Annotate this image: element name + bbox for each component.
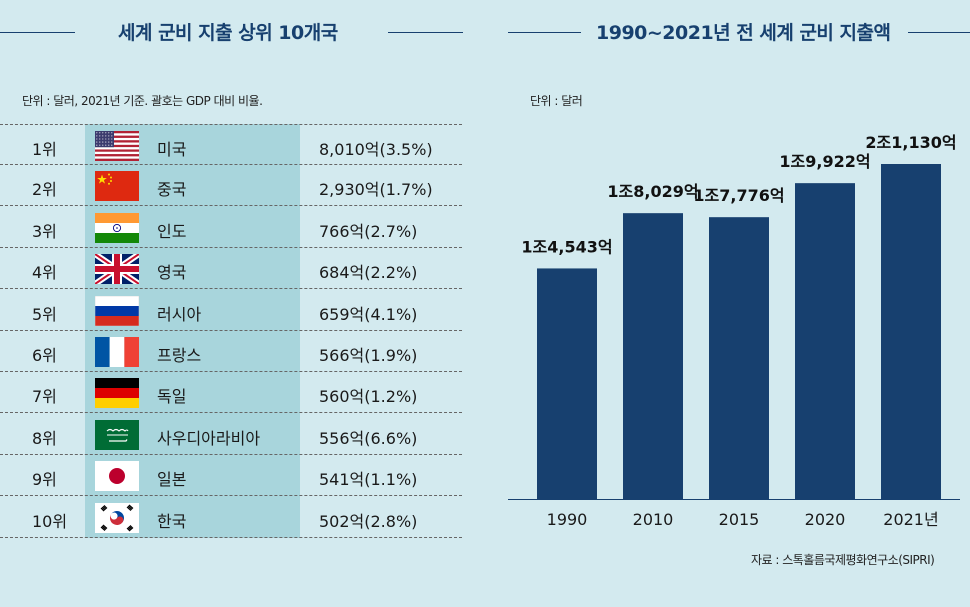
spending-amount: 502억(2.8%) [319, 511, 418, 531]
table-row: 4위 영국 684억(2.2%) [0, 248, 462, 290]
x-tick-label: 2015 [719, 510, 760, 529]
right-panel-title: 1990~2021년 전 세계 군비 지출액 [596, 22, 891, 44]
country-name: 중국 [157, 180, 187, 200]
table-row: 7위 독일 560억(1.2%) [0, 372, 462, 414]
source-note: 자료 : 스톡홀름국제평화연구소(SIPRI) [751, 553, 935, 567]
bar-2010 [623, 213, 683, 499]
table-row: 8위 사우디아라비아 556억(6.6%) [0, 414, 462, 455]
x-tick-label: 2021년 [883, 510, 938, 529]
us-flag-icon [95, 131, 139, 161]
spending-amount: 566억(1.9%) [319, 346, 418, 365]
right-title-rule-left [508, 32, 581, 33]
uk-flag-icon [95, 254, 139, 285]
rank-label: 8위 [32, 428, 57, 448]
data-label: 1조7,776억 [693, 186, 784, 205]
right-title-rule-right [908, 32, 970, 33]
data-label: 2조1,130억 [865, 133, 956, 152]
rank-label: 3위 [32, 221, 57, 241]
korea-flag-icon [95, 502, 139, 533]
china-flag-icon [95, 171, 139, 202]
japan-flag-icon [95, 461, 139, 492]
country-name: 프랑스 [157, 346, 202, 365]
rank-label: 6위 [32, 346, 57, 365]
table-row: 6위 프랑스 566억(1.9%) [0, 331, 462, 372]
country-name: 러시아 [157, 304, 202, 324]
data-label: 1조4,543억 [521, 237, 612, 256]
table-row: 2위 중국 2,930억(1.7%) [0, 165, 462, 207]
country-name: 일본 [157, 470, 187, 490]
russia-flag-icon [95, 295, 139, 326]
rank-label: 2위 [32, 180, 57, 200]
spending-amount: 541억(1.1%) [319, 470, 418, 490]
spending-amount: 556억(6.6%) [319, 428, 418, 448]
left-panel-title: 세계 군비 지출 상위 10개국 [118, 22, 338, 44]
bar-2015 [709, 217, 769, 499]
rank-label: 10위 [32, 511, 68, 531]
rank-label: 7위 [32, 387, 57, 407]
country-name: 인도 [157, 221, 187, 241]
data-label: 1조9,922억 [779, 152, 870, 171]
spending-amount: 659억(4.1%) [319, 304, 418, 324]
data-label: 1조8,029억 [607, 182, 698, 201]
india-flag-icon [95, 212, 139, 243]
x-tick-label: 2020 [805, 510, 846, 529]
rank-label: 9위 [32, 470, 57, 490]
country-name: 독일 [157, 387, 187, 407]
rank-label: 1위 [32, 140, 57, 159]
france-flag-icon [95, 337, 139, 367]
country-name: 미국 [157, 140, 187, 159]
country-name: 사우디아라비아 [157, 428, 261, 448]
left-unit-note: 단위 : 달러, 2021년 기준. 괄호는 GDP 대비 비율. [22, 94, 263, 108]
germany-flag-icon [95, 378, 139, 409]
spending-amount: 2,930억(1.7%) [319, 180, 433, 200]
rank-label: 4위 [32, 263, 57, 283]
table-row: 3위 인도 766억(2.7%) [0, 207, 462, 248]
bar-2020 [795, 183, 855, 499]
spending-amount: 684억(2.2%) [319, 263, 418, 283]
x-tick-label: 2010 [633, 510, 674, 529]
rank-label: 5위 [32, 304, 57, 324]
spending-amount: 8,010억(3.5%) [319, 140, 433, 159]
saudi-flag-icon [95, 419, 139, 450]
table-row: 5위 러시아 659억(4.1%) [0, 290, 462, 331]
table-row: 9위 일본 541억(1.1%) [0, 455, 462, 497]
spending-bar-chart: 1조4,543억 1990 1조8,029억 2010 1조7,776억 2015 1조9,… [508, 133, 960, 529]
country-name: 영국 [157, 263, 187, 283]
right-unit-note: 단위 : 달러 [530, 94, 583, 108]
left-title-rule-left [0, 32, 75, 33]
left-title-rule-right [388, 32, 463, 33]
spending-amount: 766억(2.7%) [319, 221, 418, 241]
country-name: 한국 [157, 511, 187, 531]
table-row: 10위 한국 502억(2.8%) [0, 497, 462, 538]
bar-2021년 [881, 164, 941, 499]
table-row: 1위 미국 8,010억(3.5%) [0, 124, 462, 165]
bar-1990 [537, 268, 597, 499]
spending-amount: 560억(1.2%) [319, 387, 418, 407]
x-tick-label: 1990 [547, 510, 588, 529]
